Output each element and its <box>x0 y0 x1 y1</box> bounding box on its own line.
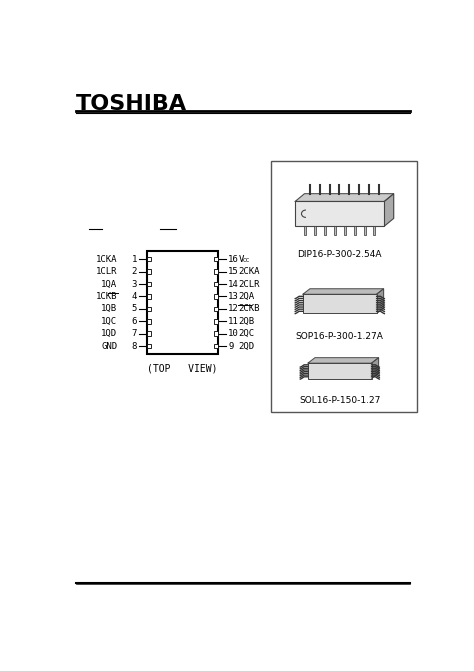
Bar <box>147 269 151 274</box>
Text: 2QB: 2QB <box>238 317 255 326</box>
Bar <box>364 226 365 235</box>
Bar <box>147 319 151 323</box>
Bar <box>147 252 218 354</box>
Text: 5: 5 <box>131 305 137 313</box>
Text: 1: 1 <box>131 255 137 264</box>
Bar <box>314 226 316 235</box>
Text: 2QC: 2QC <box>238 329 255 338</box>
Text: 8: 8 <box>131 342 137 351</box>
Bar <box>295 201 384 226</box>
Text: GND: GND <box>101 342 118 351</box>
Bar <box>214 331 218 336</box>
Text: 6: 6 <box>131 317 137 326</box>
Polygon shape <box>295 194 394 201</box>
Text: DIP16-P-300-2.54A: DIP16-P-300-2.54A <box>298 250 382 259</box>
Polygon shape <box>303 289 383 294</box>
Text: 2CLR: 2CLR <box>238 280 260 289</box>
Text: 9: 9 <box>228 342 234 351</box>
Text: 2CKA: 2CKA <box>238 267 260 276</box>
Text: 1CLR: 1CLR <box>96 267 118 276</box>
Bar <box>214 344 218 348</box>
Text: SOP16-P-300-1.27A: SOP16-P-300-1.27A <box>296 332 384 342</box>
Text: 1QB: 1QB <box>101 305 118 313</box>
Bar <box>214 257 218 262</box>
Text: 1QD: 1QD <box>101 329 118 338</box>
Polygon shape <box>308 358 379 363</box>
Text: 3: 3 <box>131 280 137 289</box>
Bar <box>214 269 218 274</box>
Text: 1CKB: 1CKB <box>96 292 118 301</box>
Text: 12: 12 <box>228 305 239 313</box>
Bar <box>308 363 372 378</box>
Polygon shape <box>384 194 394 226</box>
Bar <box>344 226 346 235</box>
Bar <box>214 294 218 299</box>
Text: 1QA: 1QA <box>101 280 118 289</box>
Bar <box>147 344 151 348</box>
Bar <box>271 161 417 411</box>
Text: 15: 15 <box>228 267 239 276</box>
Text: 2QD: 2QD <box>238 342 255 351</box>
Text: 16: 16 <box>228 255 239 264</box>
Bar <box>324 226 326 235</box>
Text: 4: 4 <box>131 292 137 301</box>
Bar <box>147 294 151 299</box>
Text: 11: 11 <box>228 317 239 326</box>
Text: 10: 10 <box>228 329 239 338</box>
Bar <box>214 282 218 287</box>
Bar <box>303 294 377 313</box>
Bar <box>214 319 218 323</box>
Bar <box>147 257 151 262</box>
Text: 2: 2 <box>131 267 137 276</box>
Bar <box>374 226 375 235</box>
Text: 1QC: 1QC <box>101 317 118 326</box>
Text: (TOP   VIEW): (TOP VIEW) <box>147 364 218 374</box>
Bar <box>354 226 356 235</box>
Text: 2CKB: 2CKB <box>238 305 260 313</box>
Polygon shape <box>377 289 383 313</box>
Bar <box>304 226 306 235</box>
Text: TOSHIBA: TOSHIBA <box>76 95 187 114</box>
Text: 1CKA: 1CKA <box>96 255 118 264</box>
Text: 13: 13 <box>228 292 239 301</box>
Bar <box>334 226 336 235</box>
Text: 7: 7 <box>131 329 137 338</box>
Bar <box>147 331 151 336</box>
Text: 2QA: 2QA <box>238 292 255 301</box>
Bar <box>147 307 151 311</box>
Bar <box>147 282 151 287</box>
Text: 14: 14 <box>228 280 239 289</box>
Bar <box>214 307 218 311</box>
Text: CC: CC <box>243 258 250 263</box>
Polygon shape <box>372 358 379 378</box>
Text: SOL16-P-150-1.27: SOL16-P-150-1.27 <box>299 396 381 405</box>
Text: V: V <box>238 255 244 264</box>
